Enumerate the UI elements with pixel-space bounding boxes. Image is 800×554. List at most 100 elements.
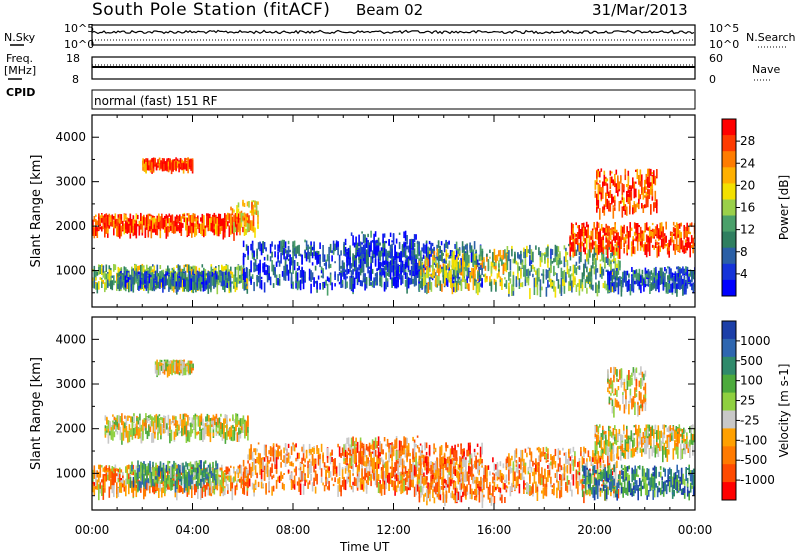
echo-region xyxy=(230,199,259,241)
colorbar-swatch xyxy=(722,321,736,340)
y-tick-label: 3000 xyxy=(55,377,86,391)
colorbar-swatch xyxy=(722,392,736,411)
velocity-panel: 1000 2000 3000 4000 Slant Range [km] 1000 500 1… xyxy=(29,316,791,537)
echo-region xyxy=(594,424,695,463)
colorbar-swatch xyxy=(722,428,736,447)
colorbar-title: Power [dB] xyxy=(777,175,791,240)
colorbar-swatch xyxy=(722,135,736,152)
y-tick-label: 4000 xyxy=(55,130,86,144)
colorbar-tick-label: 4 xyxy=(740,267,748,281)
echo-region xyxy=(104,413,249,445)
colorbar-tick-label: 28 xyxy=(740,134,755,148)
colorbar-swatch xyxy=(722,464,736,483)
echo-region xyxy=(581,464,695,501)
y-axis-title: Slant Range [km] xyxy=(29,357,44,470)
x-axis-title: Time UT xyxy=(340,540,390,554)
x-tick-label: 20:00 xyxy=(577,523,612,537)
echo-region xyxy=(92,212,240,240)
y-tick-label: 1000 xyxy=(55,264,86,278)
freq-label-line2: [MHz] xyxy=(4,64,37,77)
scatter-data-1 xyxy=(92,359,695,509)
noise-left-tick-bottom: 10^0 xyxy=(64,38,95,51)
echo-region xyxy=(129,460,219,494)
freq-right-tick-top: 60 xyxy=(709,52,723,65)
colorbar-swatch xyxy=(722,410,736,429)
colorbar-swatch xyxy=(722,482,736,501)
echo-region xyxy=(343,230,420,290)
nsky-trace xyxy=(91,29,695,35)
echo-region xyxy=(343,435,420,493)
echo-region xyxy=(418,455,508,509)
beam-label: Beam 02 xyxy=(356,1,424,19)
colorbar-swatch xyxy=(722,119,736,136)
freq-left-tick-bottom: 8 xyxy=(72,73,79,86)
y-tick-label: 2000 xyxy=(55,422,86,436)
colorbar-tick-label: 12 xyxy=(740,223,755,237)
x-tick-label: 00:00 xyxy=(75,523,110,537)
colorbar-tick-label: 24 xyxy=(740,156,755,170)
colorbar-swatch xyxy=(722,231,736,249)
colorbar-tick-label: 100 xyxy=(740,374,763,388)
colorbar-tick-label: -500 xyxy=(740,453,767,467)
freq-left-tick-top: 18 xyxy=(66,52,80,65)
echo-region xyxy=(154,359,194,378)
colorbar-tick-label: 25 xyxy=(740,394,755,408)
date-label: 31/Mar/2013 xyxy=(592,1,688,19)
colorbar-swatch xyxy=(722,356,736,376)
x-tick-label: 08:00 xyxy=(276,523,311,537)
colorbar-swatch xyxy=(722,199,736,217)
colorbar-tick-label: 20 xyxy=(740,178,755,192)
x-tick-label: 04:00 xyxy=(175,523,210,537)
cpid-strip-frame xyxy=(91,89,696,110)
echo-region xyxy=(142,157,194,175)
colorbar-tick-label: -25 xyxy=(740,413,760,427)
colorbar-swatch xyxy=(722,151,736,168)
colorbar-swatch xyxy=(722,167,736,184)
freq-right-tick-bottom: 0 xyxy=(709,73,716,86)
x-tick-label: 16:00 xyxy=(477,523,512,537)
y-tick-label: 4000 xyxy=(55,332,86,346)
colorbar-swatch xyxy=(722,183,736,200)
noise-left-tick-top: 10^5 xyxy=(64,22,95,35)
colorbar-swatch xyxy=(722,338,736,358)
colorbar-swatch xyxy=(722,446,736,465)
colorbar-tick-label: 8 xyxy=(740,245,748,259)
colorbar-swatch xyxy=(722,247,736,265)
echo-region xyxy=(607,266,695,297)
y-axis-title: Slant Range [km] xyxy=(29,155,44,268)
top-strips xyxy=(8,24,788,110)
colorbar-tick-label: 16 xyxy=(740,201,755,215)
colorbar-swatch xyxy=(722,215,736,233)
nave-label: Nave xyxy=(752,63,781,76)
nsearch-label: N.Search xyxy=(746,31,796,44)
nsky-label: N.Sky xyxy=(4,31,36,44)
y-tick-label: 1000 xyxy=(55,466,86,480)
colorbar-swatch xyxy=(722,374,736,394)
noise-right-tick-bottom: 10^0 xyxy=(709,38,740,51)
cpid-value: normal (fast) 151 RF xyxy=(94,94,218,108)
echo-region xyxy=(418,248,508,296)
y-tick-label: 2000 xyxy=(55,219,86,233)
noise-right-tick-top: 10^5 xyxy=(709,22,740,35)
scatter-data-0 xyxy=(92,157,695,300)
x-tick-label: 00:00 xyxy=(678,523,713,537)
y-tick-label: 3000 xyxy=(55,175,86,189)
echo-region xyxy=(117,270,232,293)
power-panel: 1000 2000 3000 4000 Slant Range [km] 28 24 20 16… xyxy=(29,114,791,308)
colorbar-tick-label: -100 xyxy=(740,433,767,447)
colorbar-tick-label: 1000 xyxy=(740,334,771,348)
colorbar-frame xyxy=(721,320,737,501)
noise-strip-frame xyxy=(91,24,696,46)
colorbar-title: Velocity [m s-1] xyxy=(777,364,791,458)
colorbar-tick-label: 500 xyxy=(740,354,763,368)
freq-label-line1: Freq. xyxy=(6,52,34,65)
echo-region xyxy=(607,366,647,418)
echo-region xyxy=(569,221,695,261)
cpid-label: CPID xyxy=(6,86,36,99)
x-tick-label: 12:00 xyxy=(376,523,411,537)
colorbar-tick-label: -1000 xyxy=(740,473,775,487)
echo-region xyxy=(594,168,658,220)
station-title: South Pole Station (fitACF) xyxy=(92,0,331,20)
colorbar-swatch xyxy=(722,279,736,297)
